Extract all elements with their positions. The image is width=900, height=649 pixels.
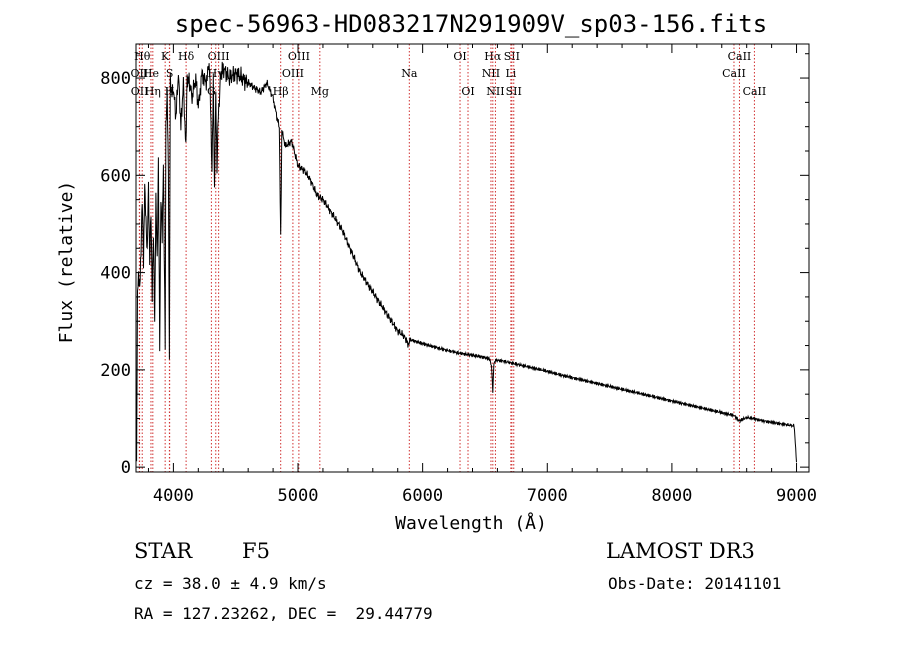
marker-label: OIII [288,50,310,63]
spectrum-line [135,61,797,463]
marker-label: OI [453,50,466,63]
marker-label: H [165,85,175,98]
redshift-text: cz = 38.0 ± 4.9 km/s [134,574,327,593]
y-tick-label: 400 [100,264,131,284]
line-markers: HθOIIOIIHeHηKSHHδOIIIHγGHβOIIIOIIIMgNaOI… [131,44,767,472]
marker-label: K [161,50,170,63]
y-tick-label: 600 [100,166,131,186]
marker-label: OI [461,85,474,98]
x-tick-label: 8000 [651,486,692,506]
obs-date-text: Obs-Date: 20141101 [608,574,782,593]
y-axis: 0 200 400 600 800 [100,53,809,478]
object-class: STAR [134,539,193,563]
marker-label: SII [504,50,520,63]
marker-label: NII [482,67,500,80]
marker-label: CaII [722,67,746,80]
marker-label: Hβ [273,85,289,98]
subclass: F5 [242,539,270,563]
marker-label: OII [131,85,149,98]
marker-label: Hδ [178,50,195,63]
marker-label: Mg [311,85,329,98]
y-tick-label: 0 [121,458,131,478]
x-tick-label: 4000 [153,486,194,506]
y-tick-label: 200 [100,361,131,381]
marker-label: CaII [743,85,767,98]
chart-title: spec-56963-HD083217N291909V_sp03-156.fit… [175,10,767,38]
y-axis-label: Flux (relative) [56,181,77,344]
marker-label: Hθ [134,50,151,63]
x-axis-label: Wavelength (Å) [395,512,547,534]
marker-label: G [207,85,216,98]
x-tick-label: 6000 [402,486,443,506]
marker-label: OIII [208,50,230,63]
plot-frame [135,43,810,473]
marker-label: OIII [282,67,304,80]
coordinates-text: RA = 127.23262, DEC = 29.44779 [134,604,433,623]
marker-label: Hη [145,85,161,98]
marker-label: SII [506,85,522,98]
spectrum-line-group [135,61,797,463]
survey-name: LAMOST DR3 [606,539,755,563]
x-tick-label: 5000 [278,486,319,506]
marker-label: NII [486,85,504,98]
x-tick-label: 7000 [527,486,568,506]
marker-label: CaII [728,50,752,63]
marker-label: Hα [484,50,502,63]
marker-label: Li [505,67,516,80]
marker-label: He [143,67,159,80]
x-tick-label: 9000 [776,486,817,506]
x-axis: 4000 5000 6000 7000 8000 9000 [147,44,817,506]
y-tick-label: 800 [100,69,131,89]
marker-label: Na [401,67,418,80]
